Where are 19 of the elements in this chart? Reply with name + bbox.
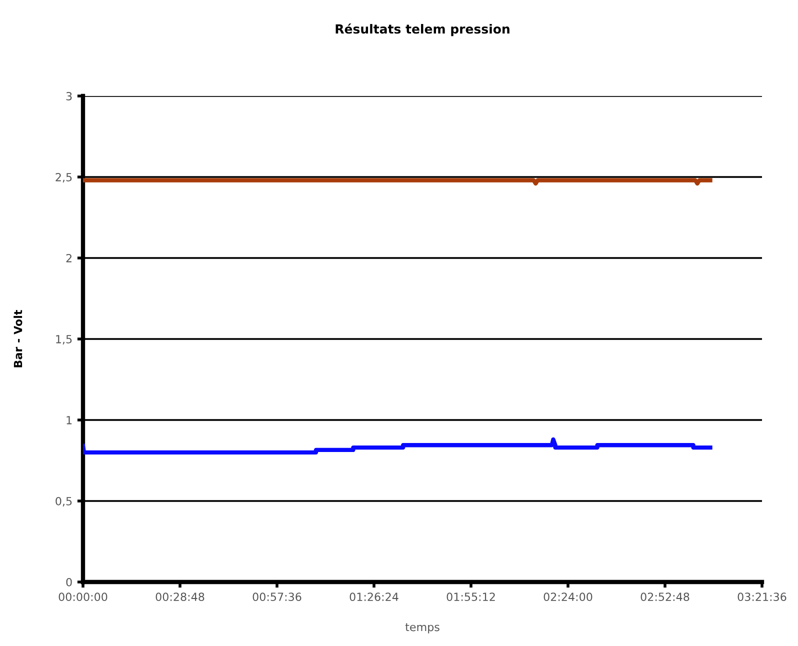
y-tick-label: 0,5 [56, 496, 72, 507]
x-tick-label: 02:52:48 [640, 592, 690, 602]
y-tick-label: 2,5 [56, 172, 72, 183]
x-tick-label: 00:00:00 [58, 592, 108, 602]
y-tick-label: 0 [66, 578, 72, 586]
x-axis-title: temps [405, 623, 440, 634]
line-series [83, 437, 712, 454]
x-tick-label: 00:28:48 [156, 592, 204, 602]
chart-title: Résultats telem pression [336, 24, 510, 36]
x-tick-label: 01:55:12 [446, 592, 495, 602]
y-axis-title: Bar - Volt [14, 310, 22, 368]
x-tick-label: 00:57:36 [252, 592, 302, 602]
x-tick-label: 02:24:00 [544, 592, 592, 602]
x-tick-label: 03:21:36 [738, 592, 786, 602]
x-tick-label: 01:26:24 [350, 592, 398, 602]
y-tick-label: 1,5 [56, 335, 72, 345]
y-tick-label: 2 [66, 254, 72, 262]
y-tick-label: 1 [66, 416, 72, 424]
y-tick-label: 3 [66, 92, 72, 100]
